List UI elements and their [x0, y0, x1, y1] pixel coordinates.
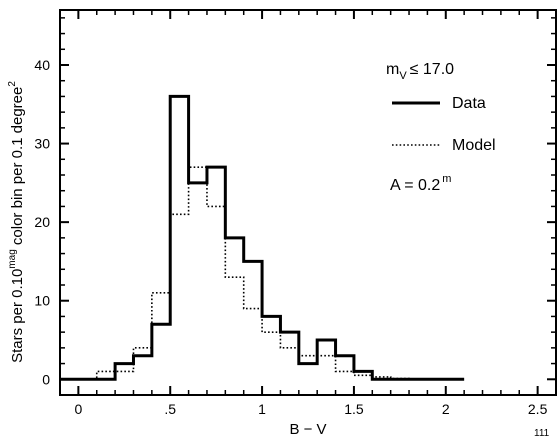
x-axis-label: B − V	[289, 421, 326, 437]
y-tick-label: 40	[34, 57, 50, 73]
y-axis-label-mid: color bin per 0.1 degree	[9, 87, 26, 250]
legend-extinction-sup: m	[442, 173, 451, 185]
y-axis-label-sup-2: 2	[7, 81, 18, 87]
legend-extinction: A = 0.2 m	[390, 173, 451, 194]
legend-title-m: m	[386, 61, 399, 78]
tick-labels: 0 .5 1 1.5 2 2.5 0 10 20 30 40	[34, 57, 547, 417]
legend-title-rest: ≤ 17.0	[410, 61, 454, 78]
x-tick-label: 0	[74, 401, 82, 417]
plot-frame	[59, 9, 557, 396]
page-number: 111	[534, 428, 550, 437]
y-tick-label: 30	[34, 136, 50, 152]
histogram-data-line	[60, 94, 465, 381]
x-tick-label: 2.5	[528, 401, 548, 417]
legend-title-sub: V	[399, 70, 407, 82]
ticks	[59, 10, 556, 395]
y-axis-label: Stars per 0.10mag color bin per 0.1 degr…	[7, 81, 26, 363]
y-axis-label-pre: Stars per 0.10	[9, 269, 26, 363]
legend-data-label: Data	[452, 95, 486, 112]
x-tick-label: 2	[442, 401, 450, 417]
legend: mV ≤ 17.0 Data Model A = 0.2 m	[386, 61, 496, 194]
y-tick-label: 20	[34, 214, 50, 230]
y-axis-label-sup-mag: mag	[7, 249, 18, 268]
x-tick-label: .5	[164, 401, 176, 417]
x-tick-label: 1.5	[344, 401, 364, 417]
x-tick-label: 1	[258, 401, 266, 417]
legend-title: mV ≤ 17.0	[386, 61, 454, 82]
histogram-model-line	[60, 166, 465, 381]
bars	[60, 94, 465, 381]
y-tick-label: 10	[34, 293, 50, 309]
legend-extinction-text: A = 0.2	[390, 177, 440, 194]
legend-model-label: Model	[452, 137, 496, 154]
y-tick-label: 0	[42, 371, 50, 387]
